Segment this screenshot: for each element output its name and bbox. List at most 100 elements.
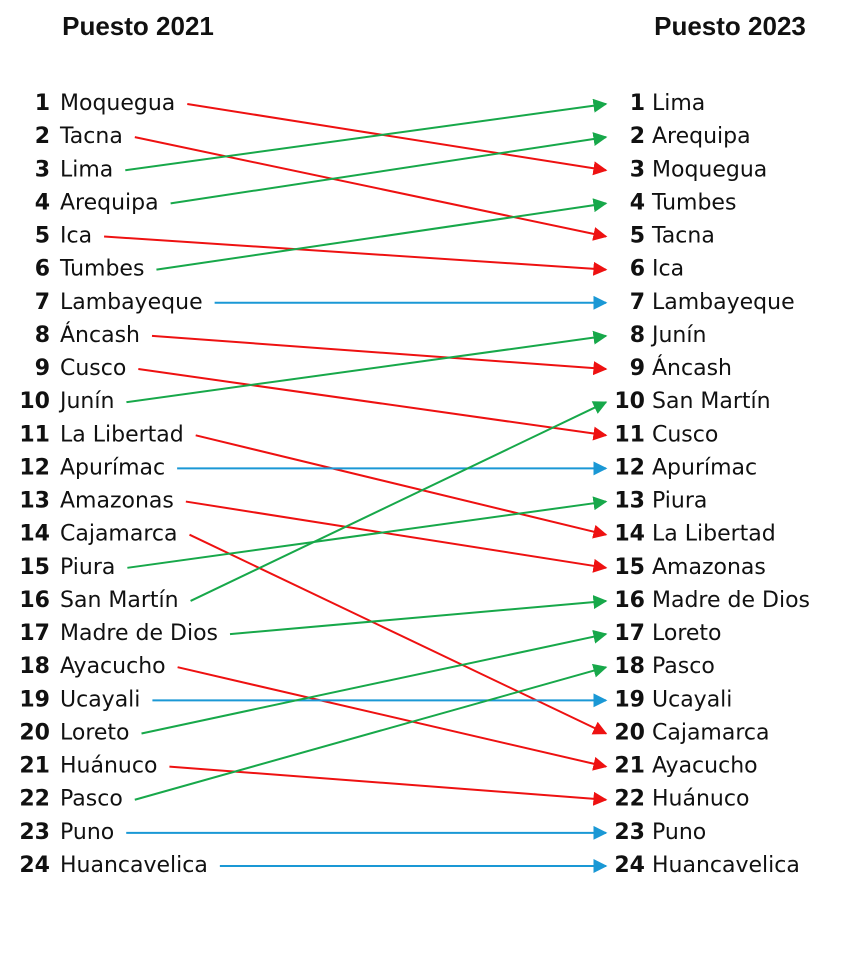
right-name: San Martín bbox=[652, 389, 771, 414]
right-rank: 22 bbox=[614, 787, 645, 812]
left-name: Lambayeque bbox=[60, 290, 203, 315]
left-name: Apurímac bbox=[60, 455, 165, 480]
left-rank: 16 bbox=[19, 588, 50, 613]
right-rank: 19 bbox=[614, 687, 645, 712]
left-rank: 17 bbox=[19, 621, 50, 646]
right-rank: 18 bbox=[614, 654, 645, 679]
rank-arrow bbox=[151, 334, 608, 376]
right-rank: 13 bbox=[614, 489, 645, 514]
right-name: Tumbes bbox=[651, 190, 736, 215]
right-title: Puesto 2023 bbox=[654, 11, 806, 41]
left-rank: 23 bbox=[19, 820, 50, 845]
right-rank: 5 bbox=[630, 224, 645, 249]
right-name: Cajamarca bbox=[652, 720, 770, 745]
rank-arrow bbox=[185, 500, 608, 573]
left-rank: 18 bbox=[19, 654, 50, 679]
left-title: Puesto 2021 bbox=[62, 11, 214, 41]
right-name: Moquegua bbox=[652, 157, 767, 182]
left-name: Cajamarca bbox=[60, 522, 178, 547]
left-rank: 24 bbox=[19, 853, 50, 878]
left-name: Piura bbox=[60, 555, 115, 580]
rank-arrow bbox=[127, 496, 608, 569]
right-rank: 4 bbox=[630, 190, 645, 215]
right-rank: 7 bbox=[630, 290, 645, 315]
right-rank: 20 bbox=[614, 720, 645, 745]
left-rank: 15 bbox=[19, 555, 50, 580]
right-rank: 24 bbox=[614, 853, 645, 878]
right-rank: 6 bbox=[630, 257, 645, 282]
left-name: Cusco bbox=[60, 356, 126, 381]
left-rank: 5 bbox=[35, 224, 50, 249]
left-name: Ayacucho bbox=[60, 654, 166, 679]
left-rank: 11 bbox=[19, 422, 50, 447]
right-name: La Libertad bbox=[652, 522, 776, 547]
right-name: Lambayeque bbox=[652, 290, 795, 315]
left-name: Tacna bbox=[59, 124, 123, 149]
right-name: Áncash bbox=[652, 355, 732, 381]
left-rank: 12 bbox=[19, 455, 50, 480]
right-name: Apurímac bbox=[652, 455, 757, 480]
rank-arrow bbox=[134, 663, 608, 801]
right-name: Puno bbox=[652, 820, 706, 845]
left-name: San Martín bbox=[60, 588, 179, 613]
rank-arrow bbox=[229, 595, 608, 636]
right-rank: 3 bbox=[630, 157, 645, 182]
right-name: Huánuco bbox=[652, 787, 749, 812]
right-name: Loreto bbox=[652, 621, 722, 646]
left-name: Huancavelica bbox=[60, 853, 208, 878]
rank-arrow bbox=[187, 103, 608, 176]
rank-arrow bbox=[177, 666, 608, 771]
left-name: Tumbes bbox=[59, 257, 144, 282]
rank-arrow bbox=[189, 533, 608, 735]
left-name: Amazonas bbox=[60, 489, 174, 514]
left-name: Puno bbox=[60, 820, 114, 845]
right-rank: 23 bbox=[614, 820, 645, 845]
right-name: Arequipa bbox=[652, 124, 751, 149]
rank-arrow bbox=[141, 629, 608, 735]
left-name: Lima bbox=[60, 157, 113, 182]
right-name: Ayacucho bbox=[652, 754, 758, 779]
right-name: Piura bbox=[652, 489, 707, 514]
left-rank: 3 bbox=[35, 157, 50, 182]
right-name: Amazonas bbox=[652, 555, 766, 580]
left-rank: 20 bbox=[19, 720, 50, 745]
left-rank: 2 bbox=[35, 124, 50, 149]
right-name: Tacna bbox=[651, 224, 715, 249]
left-rank: 19 bbox=[19, 687, 50, 712]
left-name: Loreto bbox=[60, 720, 130, 745]
left-rank: 13 bbox=[19, 489, 50, 514]
rank-arrow bbox=[138, 368, 608, 441]
right-name: Madre de Dios bbox=[652, 588, 810, 613]
left-name: Pasco bbox=[60, 787, 123, 812]
left-rank: 14 bbox=[19, 522, 50, 547]
right-rank: 8 bbox=[630, 323, 645, 348]
left-rank: 7 bbox=[35, 290, 50, 315]
rank-arrow bbox=[195, 434, 608, 539]
left-rank: 9 bbox=[35, 356, 50, 381]
rank-arrow bbox=[156, 198, 608, 271]
right-rank: 21 bbox=[614, 754, 645, 779]
rank-arrow bbox=[169, 765, 608, 806]
left-name: Huánuco bbox=[60, 754, 157, 779]
rank-arrow bbox=[170, 132, 608, 205]
right-name: Cusco bbox=[652, 422, 718, 447]
left-name: Arequipa bbox=[60, 190, 159, 215]
left-rank: 1 bbox=[35, 91, 50, 116]
left-rank: 22 bbox=[19, 787, 50, 812]
left-rank: 6 bbox=[35, 257, 50, 282]
right-rank: 1 bbox=[630, 91, 645, 116]
left-name: Madre de Dios bbox=[60, 621, 218, 646]
rank-arrow bbox=[126, 330, 608, 404]
right-name: Ica bbox=[652, 257, 684, 282]
right-rank: 2 bbox=[630, 124, 645, 149]
left-name: La Libertad bbox=[60, 422, 184, 447]
right-rank: 11 bbox=[614, 422, 645, 447]
rank-arrow bbox=[125, 98, 608, 172]
right-name: Lima bbox=[652, 91, 705, 116]
left-name: Ica bbox=[60, 224, 92, 249]
left-rank: 8 bbox=[35, 323, 50, 348]
right-name: Huancavelica bbox=[652, 853, 800, 878]
left-rank: 10 bbox=[19, 389, 50, 414]
